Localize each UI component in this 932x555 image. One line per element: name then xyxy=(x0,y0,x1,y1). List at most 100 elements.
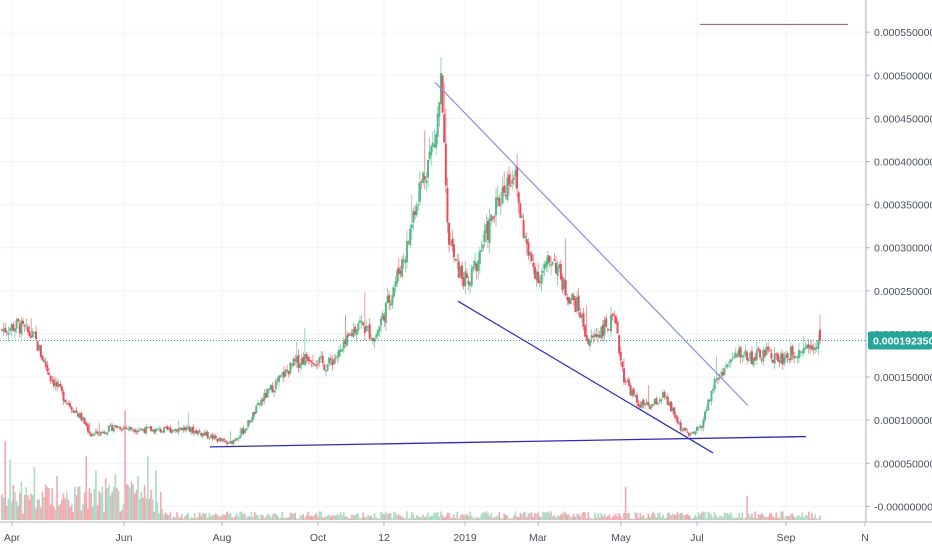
candle-body xyxy=(736,354,739,356)
volume-bar xyxy=(255,514,258,520)
volume-bar xyxy=(687,514,690,520)
volume-bar xyxy=(302,514,305,520)
volume-bar xyxy=(577,514,580,520)
volume-bar xyxy=(112,486,115,520)
volume-bar xyxy=(355,513,358,520)
volume-bar xyxy=(780,511,782,520)
candle-body xyxy=(746,352,749,361)
volume-bar xyxy=(49,504,52,520)
candle-body xyxy=(175,429,178,432)
candle-body xyxy=(292,358,295,366)
candle-body xyxy=(705,409,708,411)
candle-body xyxy=(363,326,366,334)
candle-body xyxy=(661,392,664,398)
candle-body xyxy=(35,331,38,340)
candle-body xyxy=(284,369,287,377)
candle-body xyxy=(206,431,209,439)
volume-bar xyxy=(273,513,275,520)
drawing-layer[interactable] xyxy=(209,23,848,454)
candle-body xyxy=(613,315,616,317)
volume-bar xyxy=(210,516,212,520)
volume-bar xyxy=(503,513,505,520)
volume-bar xyxy=(705,518,708,520)
candle-body xyxy=(603,320,606,335)
volume-bar xyxy=(702,511,705,520)
candle-body xyxy=(135,431,138,433)
volume-bar xyxy=(461,513,463,520)
candle-body xyxy=(96,431,99,434)
volume-bar xyxy=(182,518,185,520)
volume-bar xyxy=(325,516,327,520)
candle-body xyxy=(543,264,546,270)
candle-body xyxy=(819,329,821,341)
candle-body xyxy=(757,348,760,351)
volume-bar xyxy=(151,499,154,520)
volume-bar xyxy=(673,514,676,520)
candle-body xyxy=(634,395,637,397)
candle-body xyxy=(18,323,21,334)
volume-bar xyxy=(174,517,177,520)
candle-body xyxy=(310,360,313,363)
candle-body xyxy=(409,228,412,246)
candle-body xyxy=(205,431,208,436)
volume-bar xyxy=(231,517,233,520)
volume-bar xyxy=(470,516,473,520)
candle-body xyxy=(747,359,750,362)
candle-body xyxy=(657,402,660,404)
x-tick-label: Jun xyxy=(116,532,133,544)
volume-bar xyxy=(54,509,57,520)
candle-body xyxy=(13,328,16,332)
volume-bar xyxy=(607,515,609,520)
candle-body xyxy=(342,341,345,349)
volume-bar xyxy=(572,513,575,520)
candle-body xyxy=(639,404,642,408)
candle-body xyxy=(404,260,407,264)
candle-body xyxy=(15,319,18,329)
wedge-upper-trendline[interactable] xyxy=(434,81,749,406)
candle-body xyxy=(585,334,588,341)
candle-body xyxy=(355,329,358,335)
volume-bar xyxy=(135,489,138,520)
volume-bar xyxy=(462,515,465,520)
candle-body xyxy=(337,349,340,357)
volume-bar xyxy=(344,516,347,520)
volume-bar xyxy=(483,512,486,520)
candle-body xyxy=(179,427,182,429)
wedge-lower-trendline[interactable] xyxy=(457,300,714,454)
volume-bar xyxy=(308,515,311,520)
volume-bar xyxy=(104,478,107,520)
candle-body xyxy=(486,221,489,241)
candle-body xyxy=(571,293,574,301)
volume-bar xyxy=(341,515,343,520)
candle-body xyxy=(265,392,268,398)
candle-body xyxy=(218,438,221,442)
volume-bar xyxy=(404,518,407,520)
volume-bar xyxy=(778,517,781,520)
candle-body xyxy=(214,435,217,439)
candle-body xyxy=(467,280,470,285)
candle-body xyxy=(153,429,156,433)
volume-bar xyxy=(815,518,818,520)
volume-bar xyxy=(143,484,146,520)
candle-body xyxy=(339,349,342,352)
candle-body xyxy=(237,438,240,440)
horizontal-support-line[interactable] xyxy=(209,435,807,448)
volume-bar xyxy=(527,513,530,520)
candle-body xyxy=(579,312,582,318)
candle-body xyxy=(318,357,321,363)
candle-body xyxy=(104,432,107,434)
candle-body xyxy=(158,428,161,430)
candle-body xyxy=(435,134,438,148)
volume-bar xyxy=(291,513,293,520)
candle-body xyxy=(243,429,246,434)
candle-body xyxy=(303,354,306,366)
candle-body xyxy=(224,441,227,443)
candle-body xyxy=(326,364,329,371)
candle-body xyxy=(124,427,127,429)
candle-body xyxy=(245,428,248,431)
candle-body xyxy=(4,327,7,333)
volume-bar xyxy=(12,484,15,520)
